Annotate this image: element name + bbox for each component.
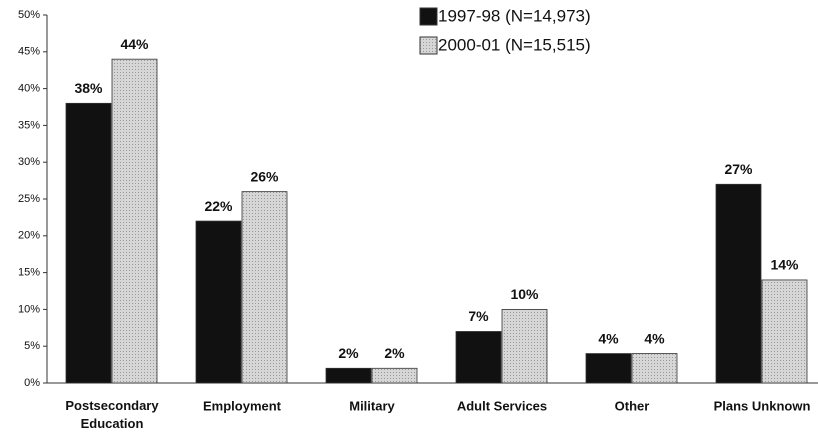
bar: [761, 279, 808, 384]
value-label: 44%: [120, 36, 149, 52]
bar: [371, 367, 418, 384]
legend-swatch: [419, 7, 438, 26]
x-tick-label: Adult Services: [457, 398, 547, 413]
y-tick-label: 50%: [18, 9, 40, 21]
y-tick-label: 0%: [24, 377, 40, 389]
x-tick-label: Plans Unknown: [714, 398, 811, 413]
value-label: 7%: [468, 308, 489, 324]
label-line: Education: [81, 416, 144, 431]
y-tick-label: 25%: [18, 193, 40, 205]
bar: [585, 353, 632, 384]
y-tick-label: 10%: [18, 303, 40, 315]
legend-swatch: [419, 36, 438, 55]
x-tick-label: Postsecondary Education: [65, 398, 159, 431]
y-tick-label: 30%: [18, 156, 40, 168]
y-tick-label: 15%: [18, 267, 40, 279]
label-line: Postsecondary: [65, 398, 159, 413]
bar: [455, 331, 502, 384]
bar: [195, 220, 242, 384]
x-tick-label: Other: [615, 398, 650, 413]
bar: [631, 353, 678, 384]
value-label: 14%: [770, 257, 799, 273]
bar: [241, 191, 288, 384]
y-tick-label: 5%: [24, 340, 40, 352]
x-tick-label: Employment: [203, 398, 282, 413]
value-label: 22%: [204, 198, 233, 214]
value-label: 2%: [384, 345, 405, 361]
value-label: 4%: [598, 330, 619, 346]
legend-label: 1997-98 (N=14,973): [438, 6, 591, 25]
legend-label: 2000-01 (N=15,515): [438, 35, 591, 54]
value-label: 38%: [74, 80, 103, 96]
value-label: 26%: [250, 168, 279, 184]
value-label: 4%: [644, 330, 665, 346]
y-tick-label: 40%: [18, 83, 40, 95]
bar: [111, 58, 158, 384]
value-label: 27%: [724, 161, 753, 177]
x-tick-label: Military: [349, 398, 395, 413]
y-tick-label: 45%: [18, 46, 40, 58]
value-label: 10%: [510, 286, 539, 302]
bar: [715, 183, 762, 384]
bar: [65, 102, 112, 384]
bar: [501, 308, 548, 384]
value-label: 2%: [338, 345, 359, 361]
bar: [325, 367, 372, 384]
y-tick-label: 20%: [18, 230, 40, 242]
y-tick-label: 35%: [18, 119, 40, 131]
